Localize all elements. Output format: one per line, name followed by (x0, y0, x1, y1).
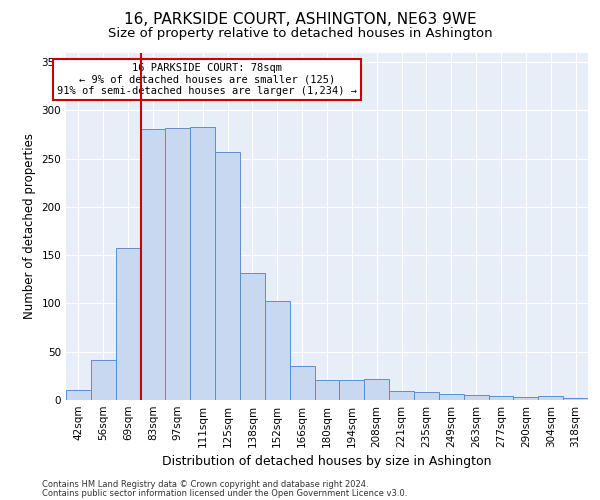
Bar (240, 272, 265, 400)
Bar (389, 392, 414, 400)
Bar (364, 379, 389, 400)
Bar (91, 360, 116, 400)
Bar (190, 127, 215, 400)
Text: Contains HM Land Registry data © Crown copyright and database right 2024.: Contains HM Land Registry data © Crown c… (42, 480, 368, 489)
Bar (166, 128, 190, 400)
Text: Contains public sector information licensed under the Open Government Licence v3: Contains public sector information licen… (42, 489, 407, 498)
Bar (514, 397, 538, 400)
Y-axis label: Number of detached properties: Number of detached properties (23, 133, 36, 320)
Bar (140, 129, 166, 400)
Bar (215, 152, 240, 400)
Bar (439, 394, 464, 400)
Bar (290, 366, 314, 400)
Bar (340, 380, 364, 400)
Bar (66, 390, 91, 400)
Bar (116, 248, 140, 400)
Bar (265, 300, 290, 400)
Bar (414, 392, 439, 400)
X-axis label: Distribution of detached houses by size in Ashington: Distribution of detached houses by size … (162, 456, 492, 468)
Text: Size of property relative to detached houses in Ashington: Size of property relative to detached ho… (107, 28, 493, 40)
Bar (538, 396, 563, 400)
Bar (488, 396, 514, 400)
Bar (563, 398, 588, 400)
Bar (464, 395, 488, 400)
Bar (314, 380, 340, 400)
Text: 16, PARKSIDE COURT, ASHINGTON, NE63 9WE: 16, PARKSIDE COURT, ASHINGTON, NE63 9WE (124, 12, 476, 28)
Text: 16 PARKSIDE COURT: 78sqm
← 9% of detached houses are smaller (125)
91% of semi-d: 16 PARKSIDE COURT: 78sqm ← 9% of detache… (57, 63, 357, 96)
